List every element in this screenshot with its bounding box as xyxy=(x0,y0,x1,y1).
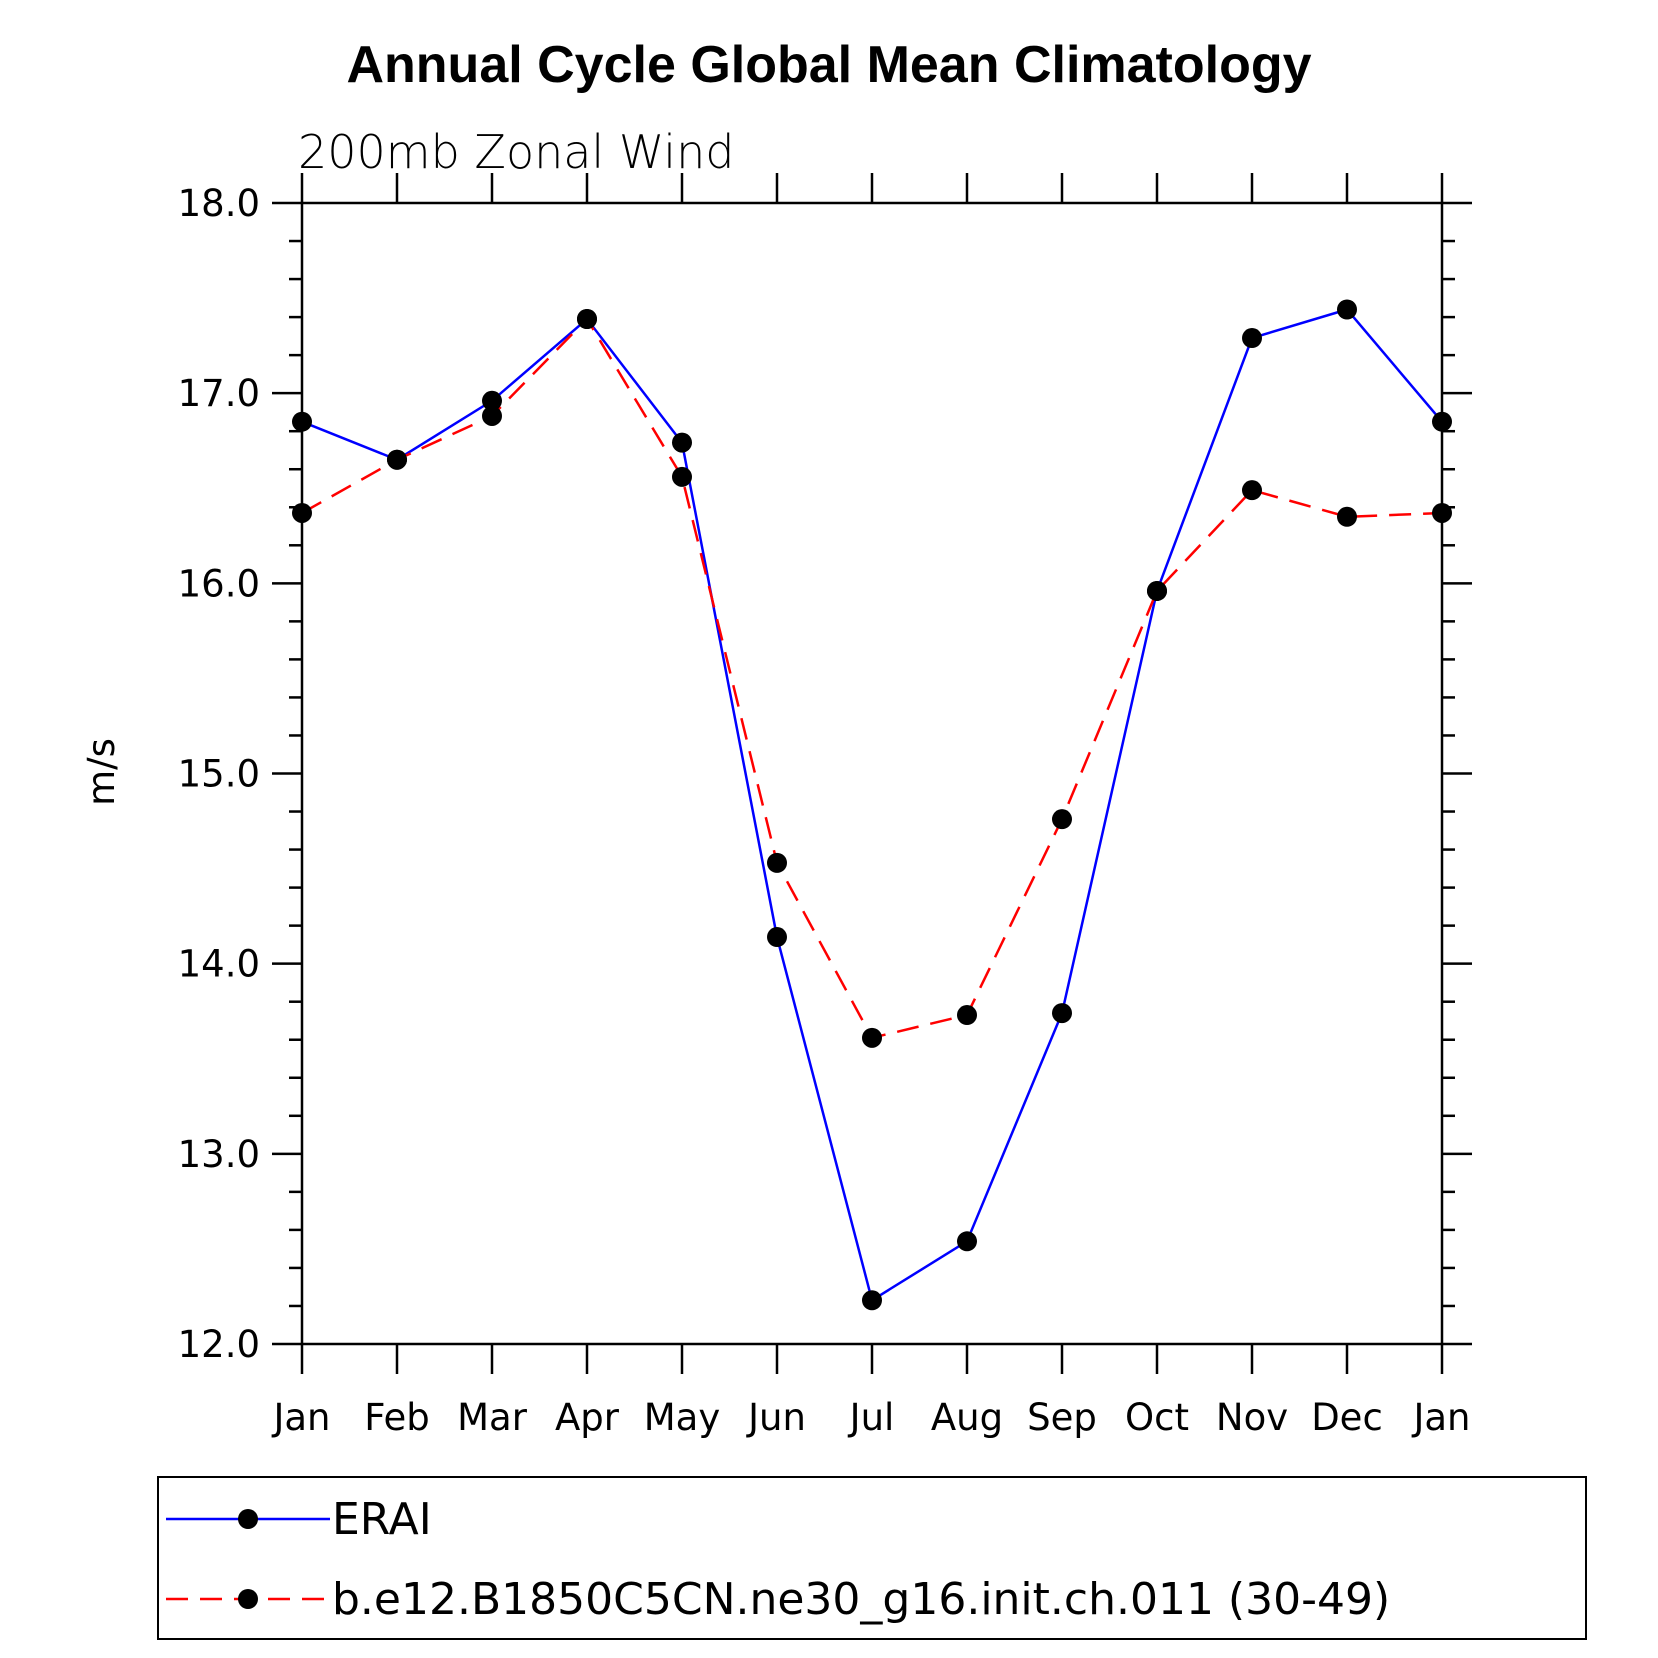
legend-entries: ERAI b.e12.B1850C5CN.ne30_g16.init.ch.011… xyxy=(166,1494,1390,1625)
y-tick-label: 12.0 xyxy=(178,1323,260,1366)
plot-frame xyxy=(300,201,1444,1346)
x-tick-label: Jan xyxy=(271,1396,330,1439)
series-0-point xyxy=(672,432,692,453)
y-tick-label: 16.0 xyxy=(178,562,260,605)
x-tick-label: Dec xyxy=(1311,1396,1383,1439)
x-tick-label: Aug xyxy=(931,1396,1003,1439)
x-tick-label: Apr xyxy=(555,1396,620,1439)
legend-label-1: b.e12.B1850C5CN.ne30_g16.init.ch.011 (30… xyxy=(332,1574,1390,1625)
series-1-point xyxy=(292,502,312,523)
legend: ERAI b.e12.B1850C5CN.ne30_g16.init.ch.011… xyxy=(157,1476,1587,1640)
series-0-point xyxy=(1052,1003,1072,1024)
series-line-0 xyxy=(301,308,1443,1303)
series-1-point xyxy=(387,449,407,470)
series-0-point xyxy=(292,411,312,432)
y-tick-labels: 12.0 13.0 14.0 15.0 16.0 17.0 18.0 xyxy=(178,182,260,1366)
legend-box xyxy=(157,1476,1587,1640)
series-1-point xyxy=(482,405,502,426)
series-0-point xyxy=(1432,411,1452,432)
series-1-point xyxy=(672,466,692,487)
y-tick-label: 13.0 xyxy=(178,1133,260,1176)
x-tick-label: Feb xyxy=(364,1396,430,1439)
series-1-point xyxy=(1432,502,1452,523)
x-tick-label: Jul xyxy=(848,1396,895,1439)
y-axis-label: m/s xyxy=(80,738,123,806)
plot-series xyxy=(292,299,1452,1311)
series-1-point xyxy=(862,1027,882,1048)
x-tick-label: Sep xyxy=(1027,1396,1097,1439)
series-1-point xyxy=(1242,480,1262,501)
x-tick-label: Oct xyxy=(1125,1396,1189,1439)
x-tick-label: Nov xyxy=(1216,1396,1288,1439)
series-line-1 xyxy=(301,316,1443,1040)
y-tick-label: 18.0 xyxy=(178,182,260,225)
series-1-point xyxy=(1147,580,1167,601)
series-1-point xyxy=(577,309,597,330)
y-tick-label: 14.0 xyxy=(178,943,260,986)
series-0-point xyxy=(862,1290,882,1311)
chart-title: Annual Cycle Global Mean Climatology xyxy=(346,36,1311,94)
series-1-point xyxy=(957,1005,977,1026)
y-tick-label: 17.0 xyxy=(178,372,260,415)
x-tick-label: Jan xyxy=(1411,1396,1470,1439)
series-0-point xyxy=(1242,328,1262,349)
series-1-point xyxy=(1052,809,1072,830)
series-0-point xyxy=(1337,299,1357,320)
chart-subtitle: 200mb Zonal Wind xyxy=(298,125,734,179)
x-tick-labels: Jan Feb Mar Apr May Jun Jul Aug Sep Oct Nov Dec Jan xyxy=(271,1396,1470,1439)
series-0-point xyxy=(957,1231,977,1252)
x-tick-label: May xyxy=(644,1396,721,1439)
legend-marker-1 xyxy=(238,1589,258,1609)
legend-marker-0 xyxy=(238,1509,258,1529)
axis-ticks xyxy=(272,173,1472,1374)
series-1-point xyxy=(767,852,787,873)
series-1-point xyxy=(1337,506,1357,527)
legend-label-0: ERAI xyxy=(332,1494,432,1545)
series-0-point xyxy=(482,390,502,411)
x-tick-label: Jun xyxy=(746,1396,806,1439)
x-tick-label: Mar xyxy=(457,1396,528,1439)
y-tick-label: 15.0 xyxy=(178,753,260,796)
series-0-point xyxy=(767,927,787,948)
